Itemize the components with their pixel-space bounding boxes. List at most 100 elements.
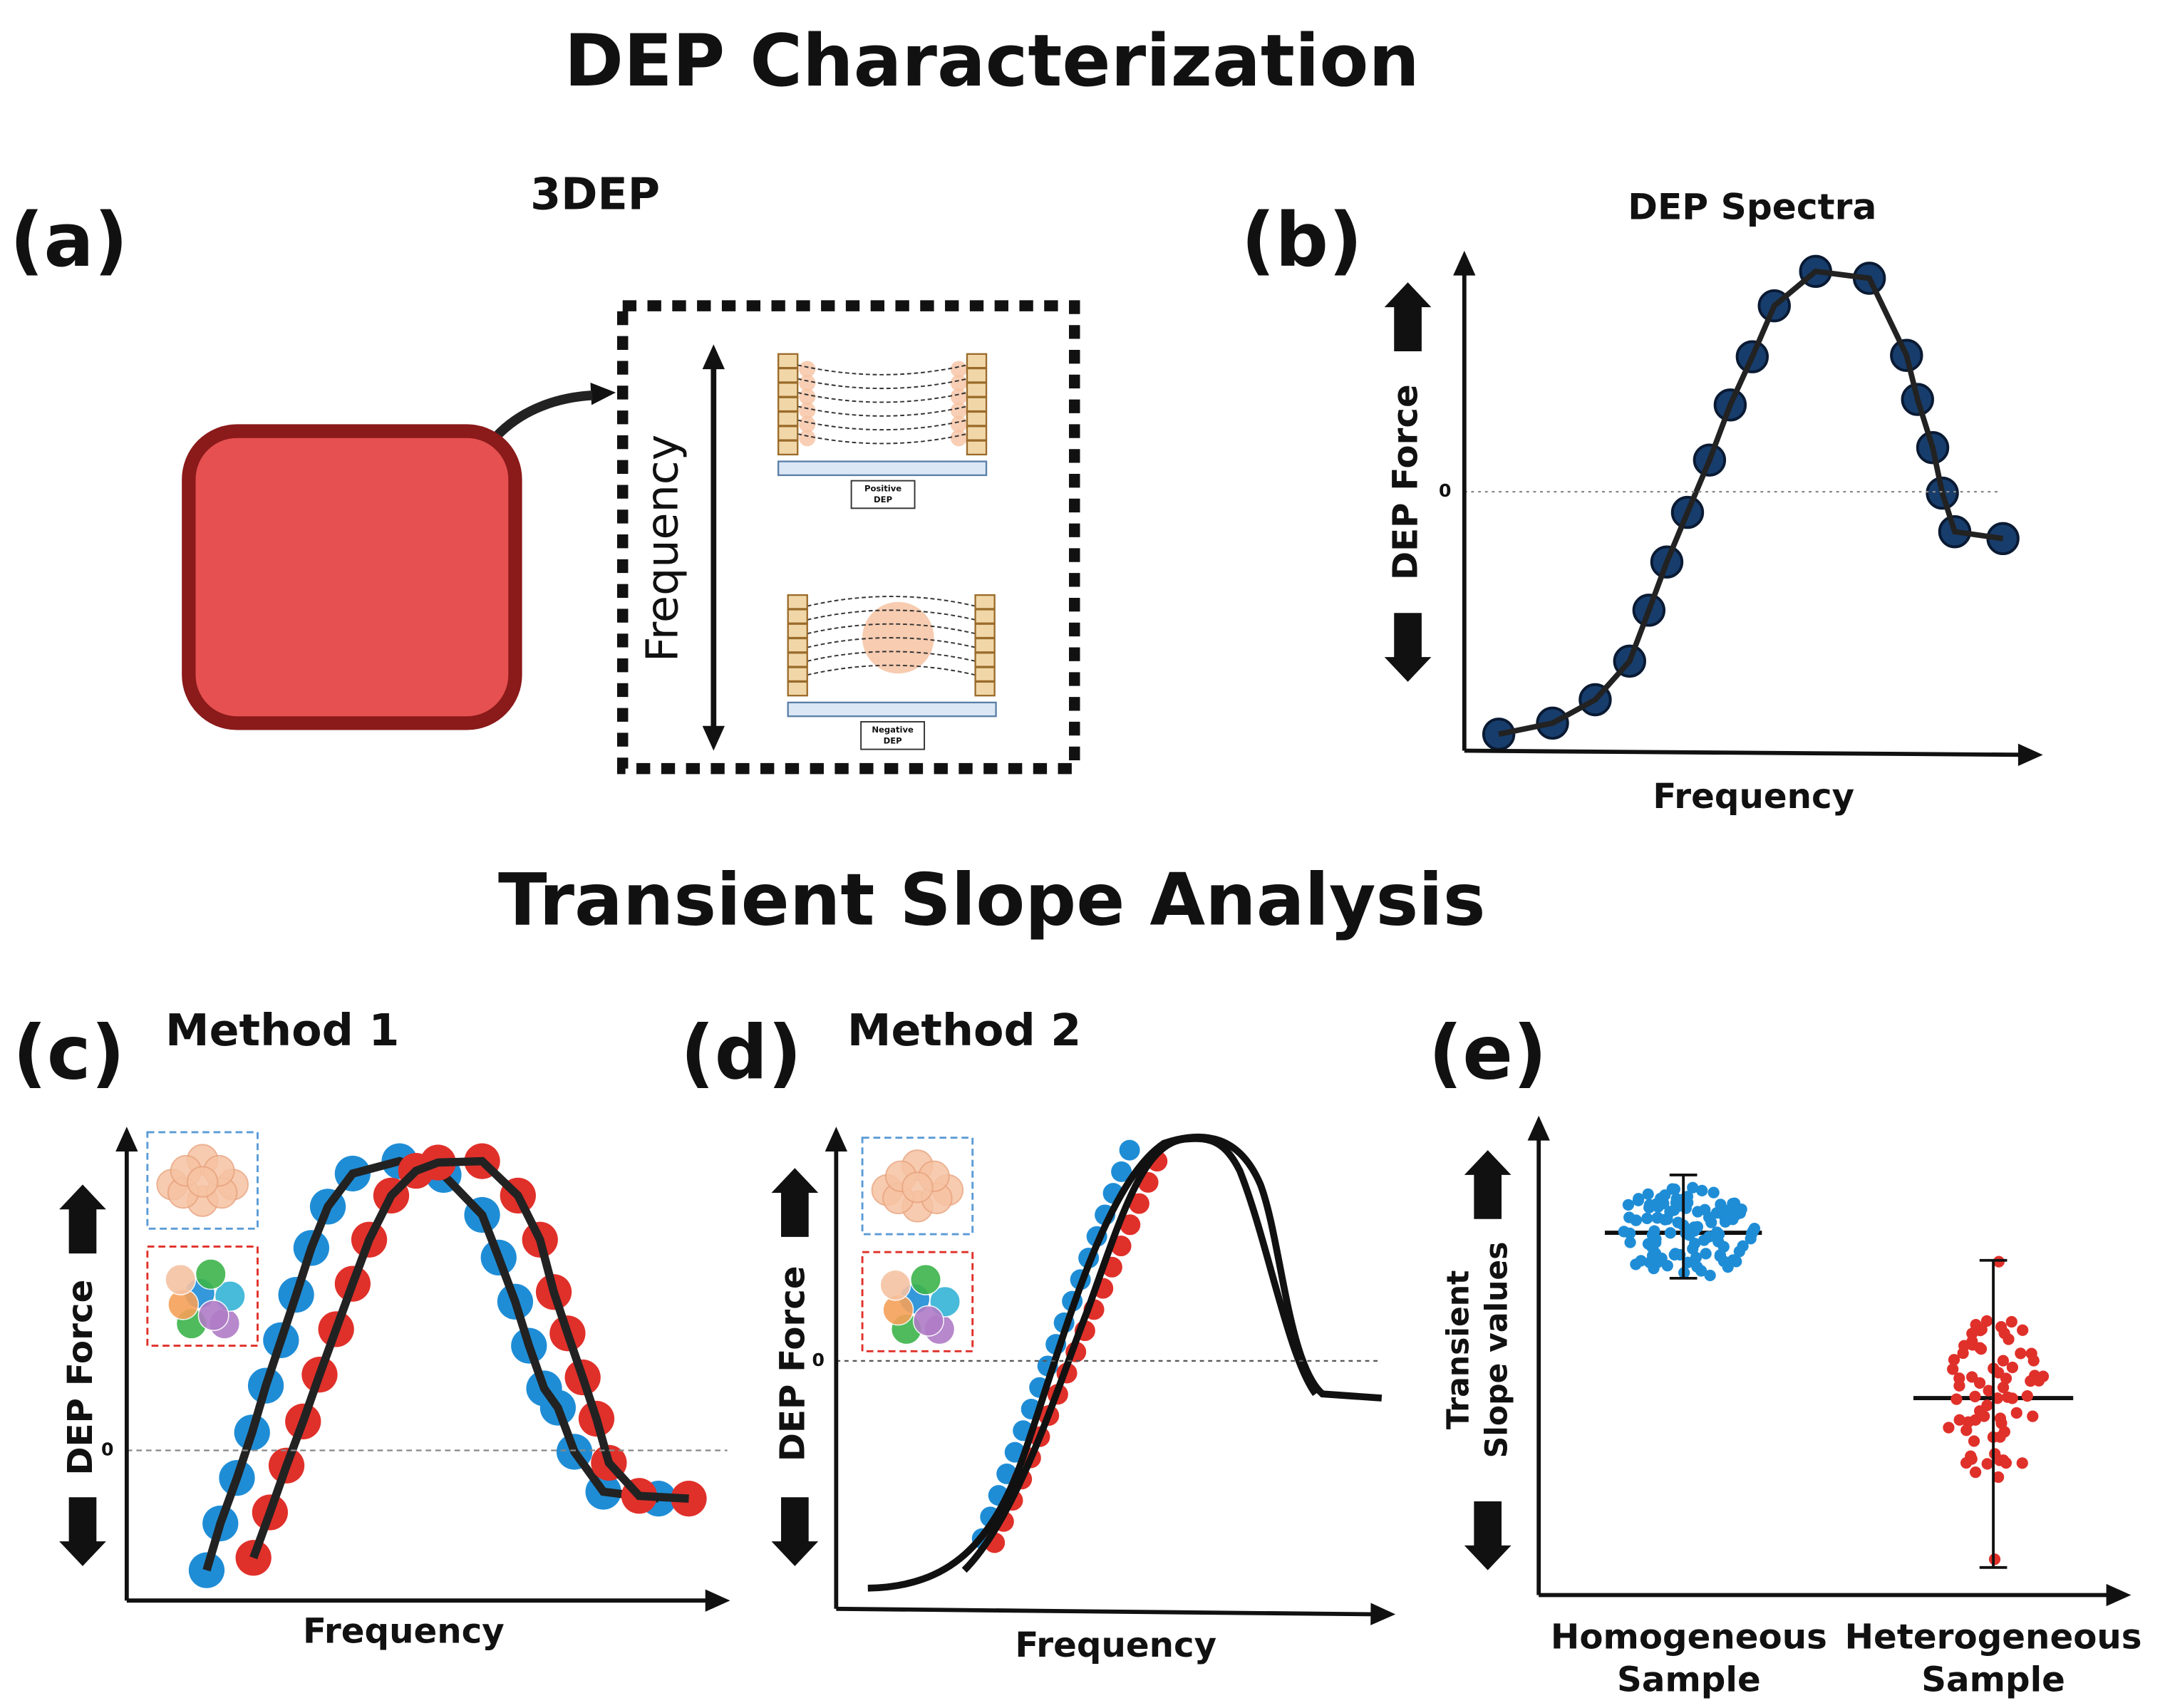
- field-line: [807, 596, 976, 607]
- point: [188, 1552, 225, 1588]
- axis-label: DEP Force: [61, 1280, 100, 1476]
- cell: [195, 1258, 227, 1290]
- cell: [912, 1305, 944, 1337]
- cell: [950, 388, 967, 405]
- curve: [249, 1156, 689, 1560]
- curve: [1498, 268, 2004, 737]
- cell: [950, 430, 967, 447]
- point: [1641, 1212, 1653, 1225]
- electrode: [966, 440, 988, 456]
- point: [1973, 1405, 1986, 1417]
- panel-title: DEP Spectra: [1628, 185, 1876, 227]
- section-title: Transient Slope Analysis: [498, 858, 1486, 941]
- zero-label: 0: [1439, 480, 1451, 501]
- point: [1128, 1193, 1149, 1214]
- point: [1746, 1226, 1758, 1239]
- point: [1993, 1367, 2005, 1379]
- substrate: [777, 460, 988, 477]
- inset: [146, 1245, 259, 1347]
- category-label: Sample: [1921, 1660, 2065, 1699]
- panel-label: (c): [13, 1009, 125, 1096]
- curve: [867, 1133, 1383, 1592]
- electrode: [787, 680, 808, 697]
- point: [2005, 1315, 2017, 1328]
- electrode: [966, 353, 988, 369]
- point: [1983, 1384, 1995, 1397]
- point: [2002, 1391, 2014, 1403]
- label-box: [860, 720, 926, 750]
- point: [1969, 1390, 1981, 1402]
- point: [1692, 1206, 1704, 1218]
- axis-label: Transient: [1442, 1270, 1477, 1430]
- electrode: [787, 637, 808, 653]
- box-label: Positive: [864, 484, 901, 494]
- arrow-head: [590, 383, 616, 405]
- cell: [186, 1166, 219, 1198]
- point: [1670, 1193, 1683, 1205]
- point: [1966, 1327, 1978, 1340]
- cell: [799, 361, 816, 378]
- panel-label: (e): [1429, 1009, 1547, 1096]
- curve: [202, 1156, 659, 1572]
- force-arrow: [771, 1168, 819, 1237]
- category-label: Heterogeneous: [1845, 1617, 2142, 1657]
- arrow-head: [1370, 1603, 1396, 1625]
- axis-label: DEP Force: [1386, 384, 1426, 580]
- cell: [901, 1171, 934, 1204]
- cell: [950, 374, 967, 391]
- point: [1643, 1199, 1655, 1211]
- axis-label: DEP Force: [772, 1266, 812, 1461]
- axis-label: Frequency: [1015, 1625, 1216, 1665]
- point: [1704, 1269, 1716, 1282]
- point: [1966, 1339, 1978, 1351]
- point: [1648, 1263, 1660, 1275]
- electrode: [777, 382, 799, 398]
- curve: [961, 1135, 1318, 1573]
- arrow-head: [702, 725, 725, 751]
- box-label: DEP: [884, 735, 903, 745]
- electrode: [966, 396, 988, 413]
- arrow-head: [1453, 250, 1476, 276]
- arrow-head: [702, 344, 725, 370]
- inset: [146, 1131, 259, 1230]
- point: [1734, 1207, 1747, 1219]
- panel-title: 3DEP: [530, 169, 660, 220]
- cell: [950, 415, 967, 433]
- axis-label: Frequency: [1653, 777, 1854, 817]
- electrode: [787, 623, 808, 639]
- electrode: [974, 666, 996, 683]
- point: [1992, 1471, 2005, 1484]
- point: [1651, 1212, 1663, 1224]
- field-line: [807, 651, 976, 662]
- point: [1737, 1240, 1749, 1252]
- point: [1622, 1199, 1635, 1211]
- cell: [197, 1300, 229, 1332]
- electrode: [966, 367, 988, 383]
- point: [1654, 1192, 1667, 1205]
- substrate: [787, 701, 997, 718]
- point: [1960, 1424, 1973, 1437]
- electrode: [777, 396, 799, 413]
- electrode: [787, 652, 808, 668]
- point: [1633, 1193, 1645, 1205]
- electrode: [777, 367, 799, 383]
- point: [1727, 1254, 1739, 1266]
- point: [1953, 1372, 1965, 1384]
- point: [1111, 1161, 1132, 1182]
- point: [1707, 1186, 1720, 1199]
- point: [1648, 1246, 1660, 1258]
- electrode: [966, 425, 988, 441]
- point: [1960, 1456, 1973, 1469]
- arrow-head: [825, 1127, 848, 1152]
- point: [1664, 1227, 1677, 1239]
- field-line: [797, 364, 968, 376]
- point: [2017, 1324, 2029, 1336]
- arrow-head: [705, 1589, 730, 1612]
- point: [2010, 1407, 2022, 1419]
- force-arrow: [1384, 282, 1432, 351]
- zero-label: 0: [812, 1350, 824, 1370]
- box-label: Negative: [872, 725, 914, 735]
- cell: [879, 1269, 911, 1301]
- force-arrow: [59, 1497, 106, 1566]
